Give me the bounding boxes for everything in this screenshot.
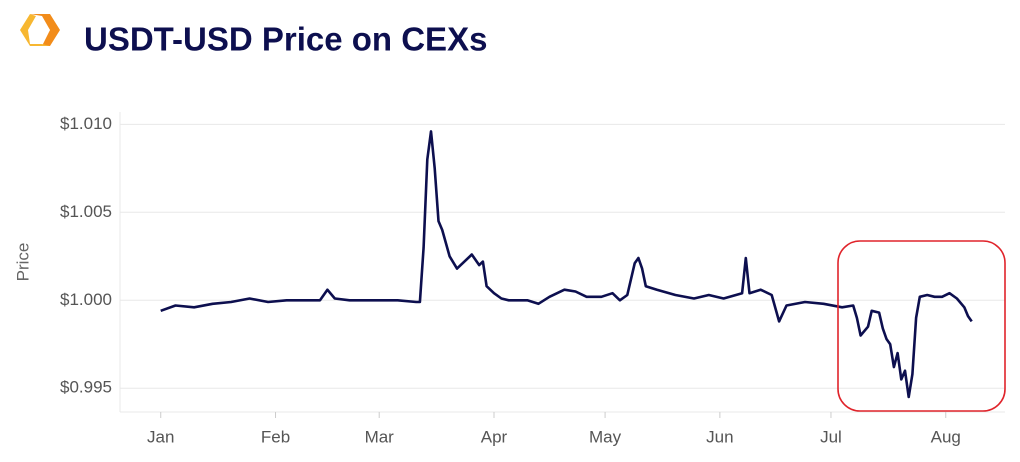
logo <box>20 14 60 46</box>
x-tick-label: Apr <box>481 427 508 446</box>
y-tick-label: $1.010 <box>60 114 112 133</box>
y-tick-label: $0.995 <box>60 378 112 397</box>
chart-title: USDT-USD Price on CEXs <box>84 21 487 58</box>
x-tick-label: Jan <box>147 427 174 446</box>
x-tick-label: Mar <box>365 427 395 446</box>
y-tick-label: $1.005 <box>60 202 112 221</box>
x-tick-label: Aug <box>931 427 961 446</box>
x-tick-label: Feb <box>261 427 290 446</box>
x-tick-label: Jul <box>820 427 842 446</box>
y-axis-title: Price <box>13 243 32 282</box>
y-tick-label: $1.000 <box>60 290 112 309</box>
x-tick-label: Jun <box>706 427 733 446</box>
x-tick-label: May <box>589 427 622 446</box>
highlight-box <box>837 240 1006 412</box>
price-line <box>160 130 973 399</box>
